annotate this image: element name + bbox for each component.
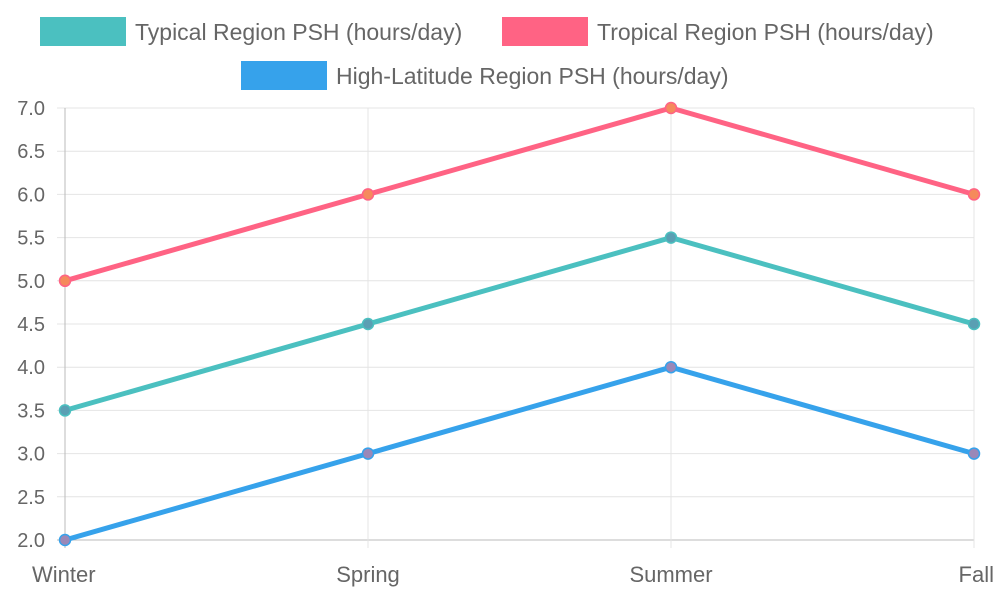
series-line (64, 364, 975, 543)
legend-label: Tropical Region PSH (hours/day) (597, 19, 934, 45)
data-point (58, 533, 72, 547)
legend-swatch (241, 61, 327, 90)
data-point (664, 360, 678, 374)
data-point (361, 188, 375, 201)
series-line (64, 105, 975, 284)
legend-swatch (502, 17, 588, 46)
y-tick-label: 3.0 (17, 444, 45, 466)
data-point (967, 447, 981, 460)
data-point (664, 101, 678, 115)
legend: Typical Region PSH (hours/day) Tropical R… (40, 17, 934, 90)
y-tick-label: 4.5 (17, 314, 45, 336)
data-point (664, 231, 678, 244)
y-tick-label: 6.5 (17, 141, 45, 163)
y-tick-label: 6.0 (17, 184, 45, 206)
x-tick-label: Winter (32, 562, 96, 587)
x-tick-label: Summer (629, 562, 712, 587)
data-point (361, 447, 375, 460)
y-tick-label: 3.5 (17, 400, 45, 422)
data-point (58, 274, 72, 288)
legend-label: Typical Region PSH (hours/day) (135, 19, 462, 45)
y-tick-label: 2.5 (17, 487, 45, 509)
data-point (967, 188, 981, 201)
legend-item: High-Latitude Region PSH (hours/day) (241, 61, 728, 90)
legend-label: High-Latitude Region PSH (hours/day) (336, 63, 728, 89)
grid (57, 107, 975, 548)
legend-item: Tropical Region PSH (hours/day) (502, 17, 934, 46)
y-tick-label: 7.0 (17, 98, 45, 120)
y-tick-label: 2.0 (17, 530, 45, 552)
y-tick-label: 5.0 (17, 271, 45, 293)
series (58, 101, 981, 547)
legend-swatch (40, 17, 126, 46)
legend-item: Typical Region PSH (hours/day) (40, 17, 462, 46)
series-line (64, 235, 975, 413)
data-point (361, 317, 375, 331)
y-tick-label: 5.5 (17, 228, 45, 250)
data-point (58, 404, 72, 417)
y-tick-label: 4.0 (17, 357, 45, 379)
data-point (967, 317, 981, 331)
axes: 2.0 2.5 3.0 3.5 4.0 4.5 5.0 5.5 6.0 6.5 7.0 Winter S… (17, 98, 994, 587)
x-tick-label: Fall (959, 562, 994, 587)
x-tick-label: Spring (336, 562, 400, 587)
